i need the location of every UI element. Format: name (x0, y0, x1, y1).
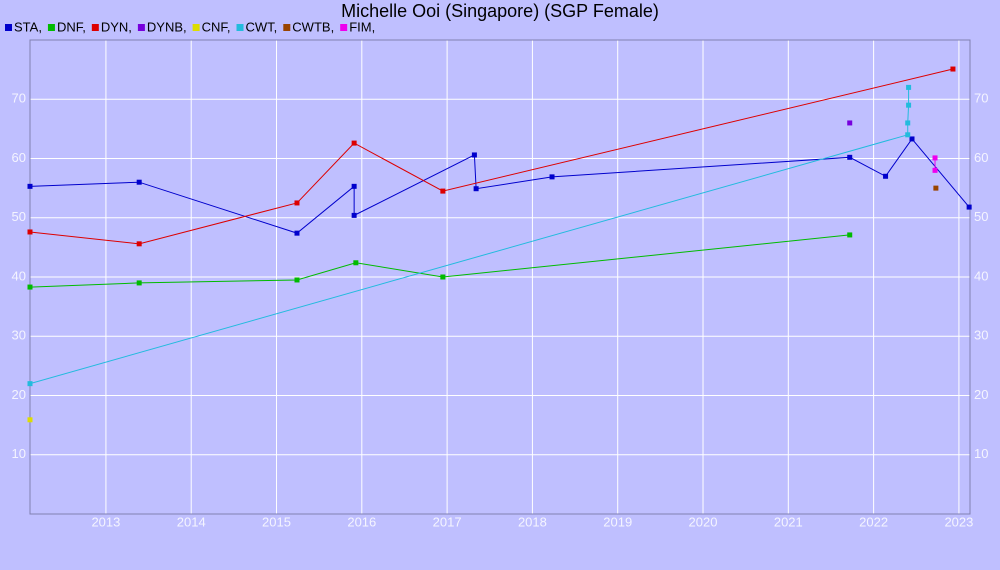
x-tick-label: 2020 (689, 514, 718, 529)
chart-title: Michelle Ooi (Singapore) (SGP Female) (341, 1, 659, 21)
legend-label: CWTB, (292, 19, 334, 34)
data-point (906, 84, 912, 90)
data-point (294, 277, 300, 283)
legend-swatch (192, 24, 200, 31)
y-tick-label-right: 30 (974, 328, 988, 343)
data-point (847, 120, 853, 126)
data-point (883, 173, 889, 179)
data-point (294, 230, 300, 236)
data-point (351, 140, 357, 146)
y-tick-label-right: 50 (974, 209, 988, 224)
legend-label: DNF, (57, 19, 86, 34)
legend-swatch (283, 24, 291, 31)
data-point (27, 284, 33, 290)
data-point (905, 120, 911, 126)
x-tick-label: 2016 (347, 514, 376, 529)
y-tick-label: 10 (12, 446, 26, 461)
data-point (136, 241, 142, 247)
x-tick-label: 2018 (518, 514, 547, 529)
data-point (27, 229, 33, 235)
data-point (27, 183, 33, 189)
legend-label: CWT, (246, 19, 278, 34)
x-tick-label: 2021 (774, 514, 803, 529)
y-tick-label-right: 10 (974, 446, 988, 461)
data-point (27, 417, 33, 423)
y-tick-label: 30 (12, 328, 26, 343)
data-point (932, 155, 938, 161)
y-tick-label: 60 (12, 150, 26, 165)
legend-swatch (5, 24, 12, 31)
data-point (847, 232, 853, 238)
y-tick-label-right: 20 (974, 387, 988, 402)
y-tick-label-right: 70 (974, 91, 988, 106)
x-tick-label: 2015 (262, 514, 291, 529)
data-point (847, 154, 853, 160)
data-point (294, 200, 300, 206)
x-tick-label: 2022 (859, 514, 888, 529)
data-point (440, 274, 446, 280)
data-point (905, 132, 911, 138)
x-tick-label: 2014 (177, 514, 206, 529)
y-tick-label: 20 (12, 387, 26, 402)
data-point (906, 102, 912, 108)
series-line (29, 234, 850, 288)
legend-swatch (47, 24, 55, 31)
legend-label: DYNB, (147, 19, 187, 34)
data-point (351, 183, 357, 189)
x-tick-label: 2019 (603, 514, 632, 529)
data-point (932, 167, 938, 173)
legend-label: CNF, (202, 19, 231, 34)
x-tick-label: 2017 (433, 514, 462, 529)
legend-swatch (340, 24, 348, 31)
data-point (353, 260, 359, 266)
series-line (29, 68, 954, 245)
data-point (549, 174, 555, 180)
x-tick-label: 2023 (944, 514, 973, 529)
y-tick-label: 70 (12, 91, 26, 106)
legend-label: STA, (14, 19, 42, 34)
data-point (351, 212, 357, 218)
legend-swatch (236, 24, 244, 31)
y-tick-label: 40 (12, 268, 26, 283)
legend-label: FIM, (349, 19, 375, 34)
data-point (136, 179, 142, 185)
data-point (950, 66, 956, 72)
data-point (909, 136, 915, 142)
data-point (27, 381, 33, 387)
x-tick-label: 2013 (91, 514, 120, 529)
data-point (933, 185, 939, 191)
series-line (29, 138, 970, 234)
data-point (471, 152, 477, 158)
data-point (473, 186, 479, 192)
data-point (440, 188, 446, 194)
legend-label: DYN, (101, 19, 132, 34)
data-point (136, 280, 142, 286)
y-tick-label-right: 60 (974, 150, 988, 165)
plot-frame (29, 39, 971, 515)
legend-swatch (137, 24, 145, 31)
data-point (966, 204, 972, 210)
legend-swatch (91, 24, 99, 31)
y-tick-label: 50 (12, 209, 26, 224)
y-tick-label-right: 40 (974, 268, 988, 283)
